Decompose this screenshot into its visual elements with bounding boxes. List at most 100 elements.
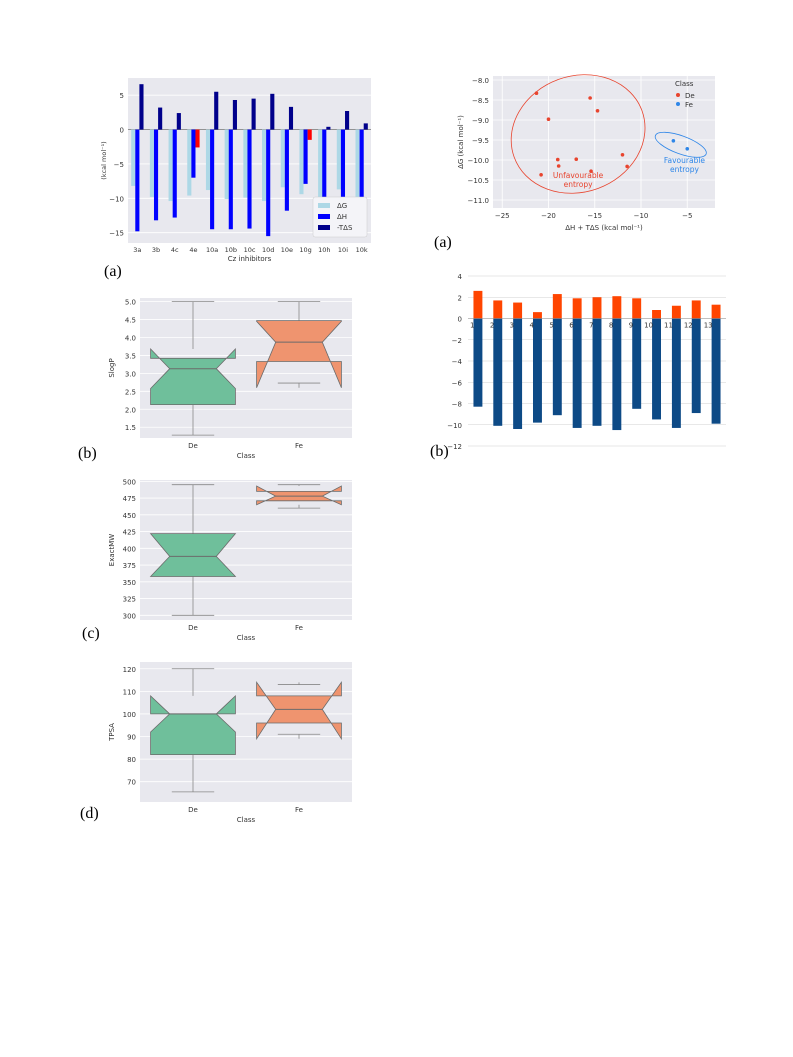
annotation-favourable: entropy <box>670 165 700 174</box>
bar <box>214 91 219 130</box>
scatter-point <box>625 164 629 169</box>
exactmw-box-chart: 300 325 350 375 400 425 450 475 500 De Fe Class Exac… <box>96 474 366 644</box>
x-tick-label: 4c <box>171 246 179 254</box>
x-tick-label: 10 <box>644 322 653 330</box>
tpsa-box-svg: 70 80 90 100 110 120 De Fe Class TPSA <box>108 662 352 824</box>
x-axis-label: Class <box>237 452 256 460</box>
legend-swatch <box>318 225 330 230</box>
notched-box <box>150 348 236 405</box>
bar <box>172 129 177 218</box>
x-tick-label: 7 <box>589 322 593 330</box>
scatter-point <box>556 164 561 168</box>
panel-label-right-b: (b) <box>430 443 449 460</box>
scatter-point <box>555 157 560 162</box>
y-tick-label: 0 <box>458 316 462 324</box>
slogp-box-chart: 1.5 2.0 2.5 3.0 3.5 4.0 4.5 5.0 De Fe Class SlogP <box>96 292 366 462</box>
bar <box>149 129 154 197</box>
exactmw-box-svg: 300 325 350 375 400 425 450 475 500 De Fe Class Exac… <box>108 478 352 642</box>
bar <box>158 107 163 130</box>
y-tick-label: −9.0 <box>472 117 489 125</box>
x-tick-label: 10i <box>338 246 348 254</box>
bar <box>612 318 622 431</box>
y-tick-label: −6 <box>452 379 463 387</box>
x-tick-label: 3b <box>152 246 160 254</box>
legend-marker <box>676 102 680 106</box>
legend-label: ΔH <box>337 213 347 221</box>
bar <box>592 297 602 319</box>
bar <box>266 129 271 237</box>
bar <box>205 129 211 191</box>
bar <box>711 304 721 319</box>
y-tick-label: 400 <box>123 545 136 553</box>
bar <box>652 318 662 420</box>
legend-label: ΔG <box>337 202 347 210</box>
y-tick-label: −8.0 <box>472 77 489 85</box>
x-tick-label: −25 <box>495 212 510 220</box>
bar <box>191 129 196 178</box>
x-tick-label: 10e <box>281 246 293 254</box>
bar <box>552 318 562 416</box>
y-tick-label: 475 <box>123 495 136 503</box>
bar <box>552 294 562 319</box>
y-axis-label: (kcal mol⁻¹) <box>100 141 108 179</box>
bar <box>711 318 721 424</box>
x-tick-label: De <box>188 442 198 450</box>
scatter-point <box>595 109 600 113</box>
y-tick-label: 350 <box>123 579 136 587</box>
bar <box>251 98 256 130</box>
bar <box>572 318 582 428</box>
y-tick-label: 300 <box>123 612 136 620</box>
scatter-point <box>588 96 592 100</box>
y-tick-label: 500 <box>123 478 136 486</box>
y-tick-label: −11.0 <box>468 197 489 205</box>
y-tick-label: 375 <box>123 562 136 570</box>
x-tick-label: Fe <box>295 624 303 632</box>
y-tick-label: 2 <box>458 294 462 302</box>
x-axis-label: Class <box>237 816 256 824</box>
x-tick-label: 11 <box>664 322 673 330</box>
bar <box>359 129 364 204</box>
bar <box>131 129 136 186</box>
bar <box>532 312 542 319</box>
legend-label: De <box>685 92 695 100</box>
entropy-scatter-svg: −25 −20 −15 −10 −5 −8.0 −8.5 −9.0 −9.5 −10.0 −10.5… <box>457 74 715 232</box>
y-tick-label: 5 <box>120 92 124 100</box>
y-tick-label: 450 <box>123 512 136 520</box>
bar <box>228 129 233 230</box>
x-tick-label: 13 <box>704 322 713 330</box>
y-tick-label: −10.0 <box>468 157 489 165</box>
scatter-point <box>589 169 593 173</box>
tpsa-box-chart: 70 80 90 100 110 120 De Fe Class TPSA <box>96 656 366 826</box>
y-tick-label: 3.5 <box>125 352 136 360</box>
y-axis-label: ΔG (kcal mol⁻¹) <box>457 115 465 169</box>
x-tick-label: −15 <box>587 212 602 220</box>
annotation-unfavourable: Unfavourable <box>553 171 604 180</box>
x-tick-label: −5 <box>682 212 692 220</box>
y-tick-label: −15 <box>109 230 124 238</box>
bar <box>572 298 582 319</box>
bar <box>592 318 602 426</box>
legend-label: -TΔS <box>337 224 353 232</box>
x-axis-label: Class <box>237 634 256 642</box>
bar <box>691 318 701 414</box>
legend-marker <box>676 93 680 97</box>
bar <box>232 100 237 130</box>
y-tick-label: 110 <box>123 688 136 696</box>
x-tick-label: 4e <box>189 246 197 254</box>
bar <box>513 302 523 319</box>
annotation-favourable: Favourable <box>664 156 706 165</box>
scatter-point <box>574 157 579 161</box>
scatter-point <box>539 173 543 177</box>
notched-box <box>256 485 342 506</box>
thermo-bar-chart: 5 0 −5 −10 −15 3a 3b 4c 4e 10a 10b 10c 10d 10e 10g 10h 1… <box>95 72 375 267</box>
x-tick-label: 3 <box>510 322 514 330</box>
bar <box>288 106 294 130</box>
annotation-unfavourable: entropy <box>564 180 594 189</box>
x-tick-label: 10c <box>244 246 256 254</box>
y-axis-label: SlogP <box>108 358 116 377</box>
thermo-bar-chart-svg: 5 0 −5 −10 −15 3a 3b 4c 4e 10a 10b 10c 10d 10e 10g 10h 1… <box>100 78 371 263</box>
y-tick-label: −5 <box>114 161 124 169</box>
bar <box>691 300 701 319</box>
x-axis-label: ΔH + TΔS (kcal mol⁻¹) <box>565 224 643 232</box>
x-tick-label: Fe <box>295 806 303 814</box>
